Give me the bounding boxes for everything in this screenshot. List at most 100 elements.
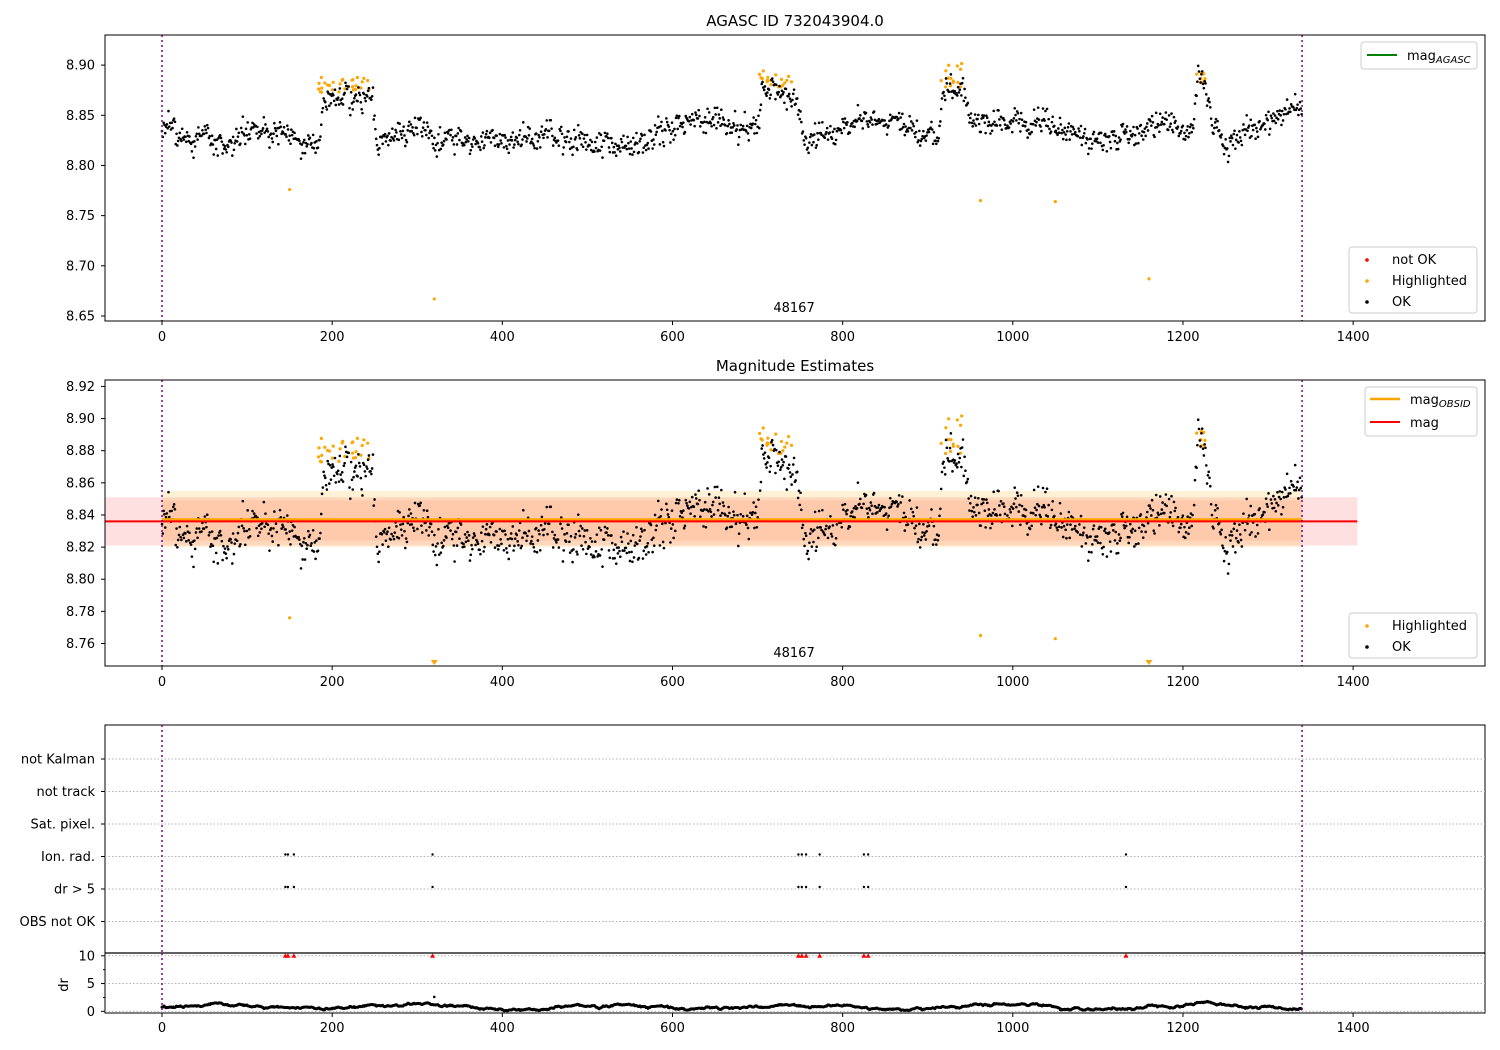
ok-point bbox=[770, 77, 774, 80]
ok-point bbox=[801, 130, 805, 133]
highlighted-point bbox=[947, 417, 951, 421]
ok-point bbox=[411, 126, 414, 129]
ok-point bbox=[505, 144, 508, 148]
ok-point bbox=[1274, 121, 1278, 125]
ok-point bbox=[1198, 439, 1202, 442]
ok-point bbox=[949, 73, 953, 76]
ok-point bbox=[614, 543, 617, 546]
ok-point bbox=[212, 153, 216, 156]
ok-point bbox=[353, 96, 356, 100]
ok-point bbox=[1120, 515, 1124, 518]
ok-point bbox=[930, 508, 933, 511]
ok-point bbox=[302, 141, 305, 144]
ok-point bbox=[314, 557, 317, 561]
ok-point bbox=[943, 98, 947, 102]
ok-point bbox=[1188, 131, 1191, 135]
ok-point bbox=[553, 533, 557, 537]
ok-point bbox=[170, 509, 174, 513]
ok-point bbox=[794, 479, 797, 482]
agasc-panel-marks bbox=[160, 35, 1303, 321]
ok-point bbox=[1137, 526, 1141, 530]
ok-point bbox=[377, 560, 380, 564]
ok-point bbox=[982, 498, 986, 501]
ok-point bbox=[1197, 427, 1201, 431]
ok-point bbox=[343, 91, 346, 95]
ok-point bbox=[492, 533, 496, 537]
ok-point bbox=[510, 139, 514, 142]
ok-point bbox=[476, 141, 480, 145]
highlighted-point bbox=[288, 187, 292, 192]
magnitude-x-tick-label: 0 bbox=[158, 675, 166, 690]
ok-point bbox=[758, 126, 761, 130]
highlighted-point bbox=[761, 426, 765, 430]
ok-point bbox=[1065, 536, 1068, 540]
ok-point bbox=[212, 560, 216, 564]
ok-point bbox=[745, 124, 749, 128]
ok-point bbox=[910, 129, 914, 132]
ok-point bbox=[1209, 106, 1212, 109]
ok-point bbox=[532, 144, 536, 147]
ok-point bbox=[1240, 545, 1244, 548]
ok-point bbox=[976, 117, 979, 121]
ok-point bbox=[1264, 497, 1268, 500]
ok-point bbox=[652, 544, 656, 547]
ok-point bbox=[1139, 513, 1143, 516]
ok-point bbox=[538, 146, 542, 149]
ok-point bbox=[813, 122, 817, 125]
ok-point bbox=[1015, 119, 1018, 122]
ok-point bbox=[370, 467, 374, 470]
ok-point bbox=[410, 523, 414, 526]
ok-point bbox=[876, 511, 879, 514]
ok-point bbox=[568, 551, 572, 554]
ok-point bbox=[1162, 511, 1166, 515]
ok-point bbox=[572, 128, 576, 132]
ok-point bbox=[1010, 505, 1013, 509]
ok-point bbox=[639, 535, 642, 538]
ok-point bbox=[862, 117, 865, 120]
ok-point bbox=[1034, 124, 1038, 127]
ok-point bbox=[1010, 524, 1014, 528]
legend-mag-obsid-subscript: OBSID bbox=[1439, 399, 1471, 410]
highlighted-point bbox=[785, 78, 789, 83]
ok-point bbox=[369, 469, 372, 473]
ok-point bbox=[324, 483, 328, 487]
ok-point bbox=[1008, 508, 1012, 511]
ok-point bbox=[1061, 128, 1064, 132]
ok-point bbox=[188, 531, 191, 535]
ok-point bbox=[708, 507, 712, 511]
ok-point bbox=[974, 514, 978, 517]
ok-point bbox=[243, 529, 246, 533]
ok-point bbox=[241, 115, 245, 118]
ok-point bbox=[737, 532, 741, 535]
ok-point bbox=[1209, 502, 1213, 506]
ok-point bbox=[221, 152, 224, 155]
ok-point bbox=[652, 143, 656, 146]
ok-point bbox=[917, 537, 920, 541]
ok-point bbox=[329, 101, 333, 105]
ok-point bbox=[203, 515, 207, 518]
ok-point bbox=[903, 133, 907, 137]
ok-point bbox=[1127, 541, 1130, 545]
ok-point bbox=[322, 470, 325, 474]
highlighted-point bbox=[330, 88, 335, 92]
ok-point bbox=[382, 134, 386, 138]
ok-point bbox=[189, 142, 193, 146]
ok-point bbox=[499, 139, 502, 142]
legend-ok-label: OK bbox=[1392, 295, 1411, 310]
highlighted-point bbox=[785, 441, 789, 445]
ok-point bbox=[797, 489, 801, 493]
ok-point bbox=[220, 539, 224, 543]
magnitude-y-tick-label: 8.92 bbox=[66, 380, 95, 395]
ok-point bbox=[919, 538, 923, 542]
ok-point bbox=[240, 130, 244, 134]
ok-point bbox=[428, 131, 431, 135]
ok-point bbox=[976, 503, 979, 507]
ok-point bbox=[727, 119, 730, 122]
ok-point bbox=[1204, 82, 1207, 85]
ok-point bbox=[473, 534, 477, 537]
ok-point bbox=[163, 123, 166, 127]
ok-point bbox=[896, 505, 899, 508]
ok-point bbox=[521, 138, 524, 141]
ok-point bbox=[669, 541, 672, 544]
flag-point bbox=[800, 885, 804, 889]
